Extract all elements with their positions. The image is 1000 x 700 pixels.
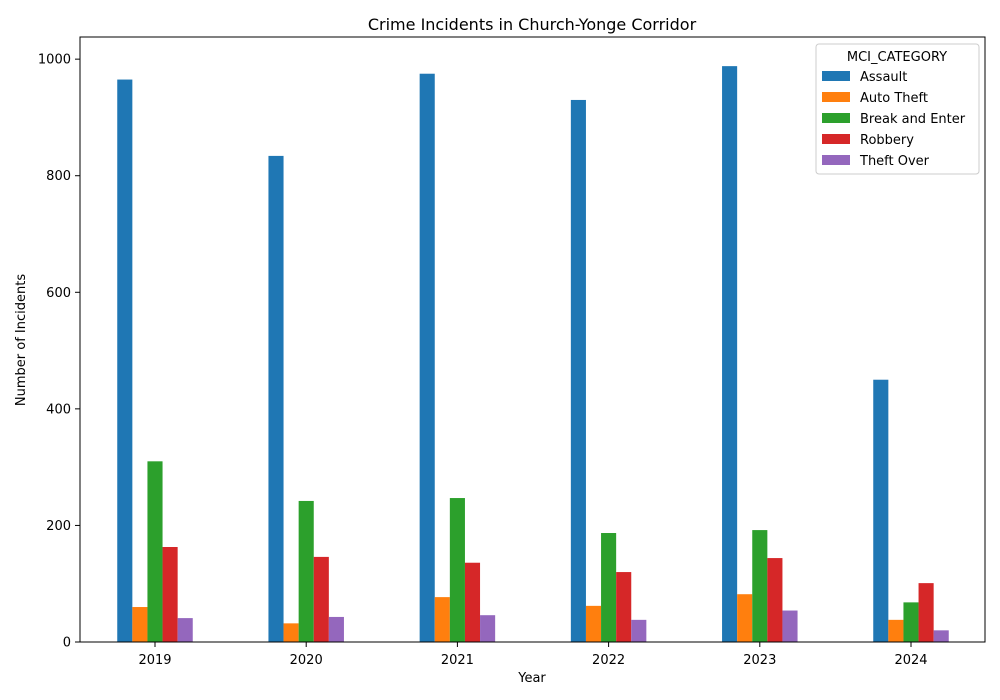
bar-theft-over-2020 bbox=[328, 616, 344, 642]
x-tick-label: 2022 bbox=[592, 653, 625, 668]
bar-robbery-2020 bbox=[313, 556, 329, 642]
bar-break-and-enter-2019 bbox=[147, 461, 163, 642]
legend-swatch-auto-theft bbox=[822, 92, 850, 102]
bar-auto-theft-2021 bbox=[434, 597, 450, 642]
legend-swatch-robbery bbox=[822, 134, 850, 144]
bar-assault-2021 bbox=[419, 73, 435, 643]
legend: MCI_CATEGORY Assault Auto Theft Break and … bbox=[815, 43, 980, 175]
y-tick-label: 200 bbox=[46, 519, 71, 534]
bar-break-and-enter-2021 bbox=[449, 498, 465, 642]
y-axis-ticks: 0 200 400 600 800 1000 bbox=[38, 53, 80, 651]
bar-robbery-2024 bbox=[918, 583, 934, 642]
y-tick-label: 800 bbox=[46, 169, 71, 184]
y-tick-label: 400 bbox=[46, 402, 71, 417]
bar-break-and-enter-2022 bbox=[601, 533, 617, 642]
bar-theft-over-2021 bbox=[480, 615, 496, 642]
legend-label-robbery: Robbery bbox=[860, 133, 914, 148]
bar-auto-theft-2024 bbox=[888, 619, 904, 642]
bar-break-and-enter-2023 bbox=[752, 530, 768, 642]
bar-assault-2019 bbox=[117, 79, 133, 643]
x-tick-label: 2020 bbox=[290, 653, 323, 668]
bar-auto-theft-2023 bbox=[737, 594, 753, 642]
bar-assault-2022 bbox=[570, 99, 586, 642]
bar-auto-theft-2022 bbox=[585, 605, 602, 642]
legend-label-theft-over: Theft Over bbox=[859, 154, 930, 169]
x-tick-label: 2023 bbox=[743, 653, 776, 668]
bars-group bbox=[117, 66, 949, 643]
x-axis-ticks: 2019 2020 2021 2022 2023 2024 bbox=[138, 642, 928, 668]
legend-title: MCI_CATEGORY bbox=[847, 50, 947, 65]
legend-swatch-assault bbox=[822, 71, 850, 81]
plot-frame bbox=[79, 36, 986, 643]
x-tick-label: 2024 bbox=[894, 653, 927, 668]
x-tick-label: 2021 bbox=[441, 653, 474, 668]
bar-break-and-enter-2020 bbox=[298, 500, 314, 642]
bar-auto-theft-2019 bbox=[132, 607, 148, 642]
bar-break-and-enter-2024 bbox=[903, 602, 919, 642]
x-axis-label: Year bbox=[517, 671, 546, 686]
bar-theft-over-2024 bbox=[933, 630, 949, 642]
bar-theft-over-2019 bbox=[177, 618, 193, 642]
y-tick-label: 0 bbox=[63, 636, 71, 651]
y-tick-label: 600 bbox=[46, 286, 71, 301]
y-axis-label: Number of Incidents bbox=[14, 274, 29, 406]
bar-theft-over-2022 bbox=[631, 619, 647, 642]
bar-robbery-2023 bbox=[767, 558, 783, 642]
bar-robbery-2019 bbox=[162, 547, 178, 642]
bar-robbery-2021 bbox=[464, 562, 481, 642]
chart-title: Crime Incidents in Church-Yonge Corridor bbox=[368, 15, 697, 34]
bar-robbery-2022 bbox=[616, 572, 632, 642]
legend-items: Assault Auto Theft Break and Enter Robbery T… bbox=[822, 70, 966, 169]
bar-auto-theft-2020 bbox=[283, 623, 299, 642]
legend-label-assault: Assault bbox=[860, 70, 907, 85]
legend-label-auto-theft: Auto Theft bbox=[860, 91, 928, 106]
legend-box bbox=[815, 43, 980, 175]
x-tick-label: 2019 bbox=[138, 653, 171, 668]
bar-theft-over-2023 bbox=[782, 610, 798, 642]
bar-assault-2023 bbox=[722, 66, 738, 642]
y-tick-label: 1000 bbox=[38, 53, 71, 68]
legend-label-break-and-enter: Break and Enter bbox=[860, 112, 966, 127]
bar-assault-2024 bbox=[873, 379, 889, 642]
bar-assault-2020 bbox=[268, 155, 284, 642]
legend-swatch-theft-over bbox=[822, 155, 850, 165]
legend-swatch-break-and-enter bbox=[822, 113, 850, 123]
